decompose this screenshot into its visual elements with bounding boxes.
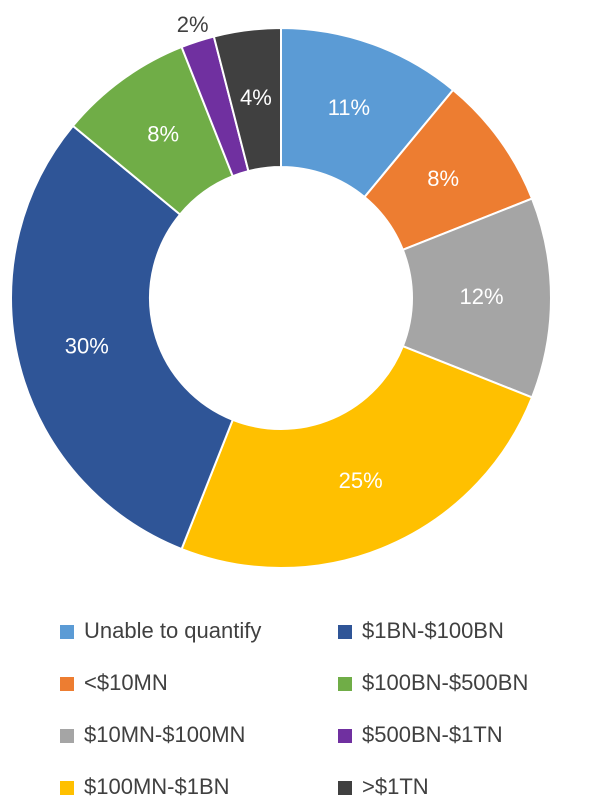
slice bbox=[180, 344, 534, 569]
data-label: 12% bbox=[459, 284, 503, 309]
legend-label: $1BN-$100BN bbox=[362, 618, 504, 643]
legend-swatch bbox=[338, 677, 352, 691]
legend-swatch bbox=[60, 625, 74, 639]
legend-swatch bbox=[338, 625, 352, 639]
data-label: 11% bbox=[328, 95, 370, 120]
legend-label: $100BN-$500BN bbox=[362, 670, 528, 695]
data-label: 2% bbox=[177, 12, 209, 37]
legend-swatch bbox=[60, 781, 74, 795]
legend-label: <$10MN bbox=[84, 670, 168, 695]
data-label: 30% bbox=[65, 334, 109, 359]
legend-label: Unable to quantify bbox=[84, 618, 261, 643]
slice bbox=[10, 124, 235, 551]
legend-label: $500BN-$1TN bbox=[362, 722, 503, 747]
legend-label: $100MN-$1BN bbox=[84, 774, 230, 799]
slice bbox=[212, 26, 282, 173]
data-label: 8% bbox=[147, 122, 179, 147]
data-label: 25% bbox=[339, 468, 383, 493]
data-label: 8% bbox=[427, 166, 459, 191]
legend-swatch bbox=[338, 729, 352, 743]
data-label: 4% bbox=[240, 85, 272, 110]
legend-swatch bbox=[338, 781, 352, 795]
legend-label: >$1TN bbox=[362, 774, 429, 799]
legend-label: $10MN-$100MN bbox=[84, 722, 245, 747]
legend-swatch bbox=[60, 677, 74, 691]
legend-swatch bbox=[60, 729, 74, 743]
